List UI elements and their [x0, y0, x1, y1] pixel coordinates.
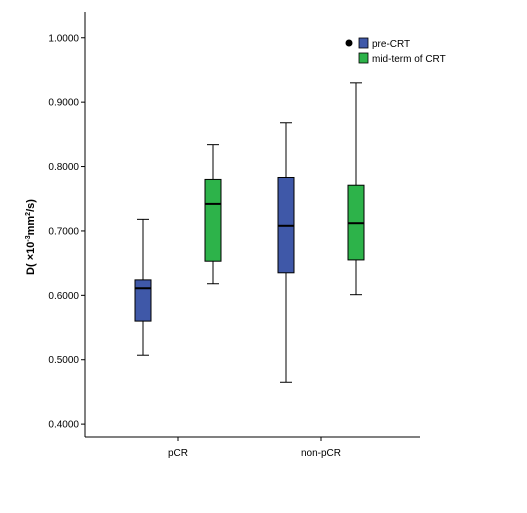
y-tick-label: 0.6000: [48, 291, 79, 302]
box-pre-crt-1: [277, 122, 295, 383]
box-mid-term-crt-1: [347, 82, 365, 296]
y-tick-label: 0.8000: [48, 162, 79, 173]
x-labels: pCR non-pCR: [168, 437, 341, 459]
box-pre-crt-0: [134, 218, 152, 356]
y-tick-label: 0.4000: [48, 420, 79, 431]
iqr-box: [134, 279, 152, 322]
legend-bullet: [345, 39, 353, 47]
boxes: [134, 82, 365, 383]
y-tick-label: 1.0000: [48, 33, 79, 44]
y-ticks: 0.4000 0.5000 0.6000 0.7000 0.8000 0.9000 1.00…: [48, 33, 85, 431]
iqr-box: [204, 178, 222, 262]
legend-label-mid-term-crt: mid-term of CRT: [372, 54, 446, 65]
legend: pre-CRT mid-term of CRT: [345, 37, 446, 65]
y-tick-label: 0.7000: [48, 226, 79, 237]
legend-swatch-mid-term-crt: [358, 52, 369, 64]
axes: [84, 12, 420, 438]
y-tick-label: 0.9000: [48, 98, 79, 109]
x-category-label: pCR: [168, 448, 188, 459]
x-category-label: non-pCR: [301, 448, 341, 459]
y-axis-title: D( ×10-3mm2/s): [25, 199, 37, 275]
legend-swatch-pre-crt: [358, 37, 369, 49]
y-tick-label: 0.5000: [48, 355, 79, 366]
box-mid-term-crt-0: [204, 144, 222, 285]
legend-label-pre-crt: pre-CRT: [372, 39, 410, 50]
